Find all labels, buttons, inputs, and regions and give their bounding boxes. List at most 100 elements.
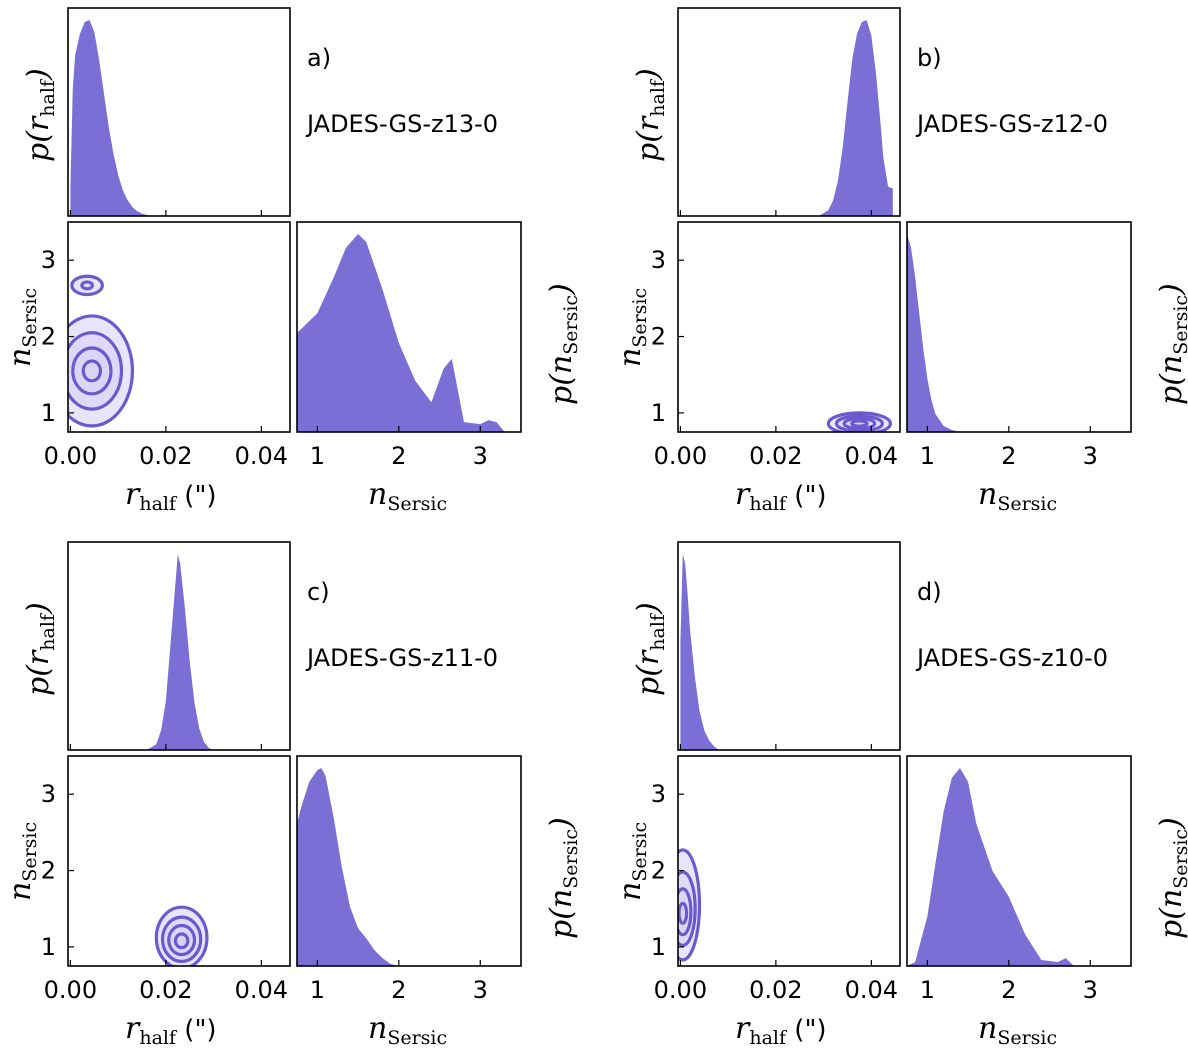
- x-tick-label-2: 0.04: [235, 976, 288, 1004]
- r-half-subscript: half: [139, 493, 178, 515]
- p-r-half-open: p(: [21, 130, 56, 162]
- r-half-histogram-frame: [67, 7, 291, 217]
- r-half-unit: ("): [786, 481, 827, 511]
- x-tick-label-2: 0.04: [235, 442, 288, 470]
- r-half-histogram-frame: [677, 7, 901, 217]
- object-name: JADES-GS-z10-0: [915, 644, 1108, 672]
- n-hist-tick-label-1: 2: [391, 442, 406, 470]
- n-hist-tick-label-1: 2: [1001, 976, 1016, 1004]
- r-half-subscript: half: [139, 1027, 178, 1049]
- p-n-sersic-open: p(: [1154, 907, 1188, 939]
- panel-label: a): [307, 44, 331, 72]
- n-sersic-hist-subscript: Sersic: [387, 1027, 447, 1049]
- p-r-half-close: ): [631, 602, 666, 615]
- contour-level-3: [850, 419, 869, 428]
- corner-panel-3: p(rhalf)d)JADES-GS-z10-00.00 0.02 0.04123r…: [613, 541, 1188, 1049]
- n-sersic-hist-symbol: n: [978, 1011, 997, 1046]
- p-r-half-open: p(: [631, 664, 666, 696]
- r-half-histogram: p(rhalf): [631, 541, 901, 751]
- n-sersic-hist-subscript: Sersic: [997, 493, 1057, 515]
- contour-level-3: [678, 901, 689, 925]
- contour-level-3: [173, 932, 190, 950]
- p-r-half-label: p(rhalf): [21, 602, 59, 696]
- contour-group: [154, 905, 209, 966]
- p-n-sersic-close: ): [544, 283, 579, 296]
- n-sersic-histogram-frame: [296, 221, 522, 433]
- n-sersic-density-fill: [297, 234, 505, 432]
- contour-level-3: [81, 359, 103, 383]
- p-n-sersic-open: p(: [544, 907, 579, 939]
- r-half-density-fill: [70, 20, 152, 216]
- n-sersic-density-fill: [907, 768, 1074, 966]
- n-hist-tick-label-0: 1: [310, 442, 325, 470]
- p-n-sersic-close: ): [544, 817, 579, 830]
- p-r-half-close: ): [21, 68, 56, 81]
- r-half-density-fill: [680, 554, 719, 750]
- r-half-n-sersic-contours: 0.00 0.02 0.04 1 2 3 rhalf (") nSersic: [3, 755, 291, 1049]
- p-n-sersic-close: ): [1154, 817, 1188, 830]
- object-name: JADES-GS-z13-0: [305, 110, 498, 138]
- p-n-sersic-symbol: n: [1154, 355, 1188, 374]
- contour-group: [678, 848, 702, 962]
- n-sersic-axis-label: nSersic: [613, 288, 651, 367]
- n-sersic-axis-label: nSersic: [613, 822, 651, 901]
- p-n-sersic-subscript: Sersic: [1170, 829, 1188, 889]
- n-sersic-symbol: n: [613, 882, 648, 901]
- r-half-density-fill: [146, 554, 214, 750]
- y-tick-label-2: 3: [41, 780, 56, 808]
- x-tick-label-2: 0.04: [845, 442, 898, 470]
- y-tick-label-0: 1: [41, 399, 56, 427]
- r-half-histogram-frame: [67, 541, 291, 751]
- n-hist-tick-label-2: 3: [1083, 976, 1098, 1004]
- p-n-sersic-subscript: Sersic: [560, 829, 582, 889]
- x-tick-label-0: 0.00: [654, 976, 707, 1004]
- n-sersic-hist-axis-label: nSersic: [368, 477, 447, 515]
- p-r-half-subscript: half: [37, 78, 59, 117]
- p-n-sersic-symbol: n: [1154, 889, 1188, 908]
- n-sersic-symbol: n: [3, 348, 38, 367]
- n-sersic-hist-symbol: n: [368, 1011, 387, 1046]
- n-sersic-subscript: Sersic: [629, 822, 651, 882]
- p-r-half-symbol: r: [21, 115, 56, 131]
- r-half-symbol: r: [125, 1011, 141, 1046]
- r-half-axis-label: rhalf ("): [125, 1011, 217, 1049]
- r-half-n-sersic-contours: 0.00 0.02 0.04 1 2 3 rhalf (") nSersic: [613, 221, 901, 515]
- r-half-histogram: p(rhalf): [21, 7, 291, 217]
- r-half-n-sersic-contours: 0.00 0.02 0.04 1 2 3 rhalf (") nSersic: [3, 221, 291, 515]
- n-sersic-histogram-frame: [906, 755, 1132, 967]
- n-hist-tick-label-2: 3: [473, 442, 488, 470]
- p-n-sersic-subscript: Sersic: [560, 295, 582, 355]
- contour-frame: [677, 755, 901, 967]
- p-n-sersic-label: p(nSersic): [1154, 817, 1188, 939]
- r-half-axis-label: rhalf ("): [735, 477, 827, 515]
- p-n-sersic-open: p(: [1154, 373, 1188, 405]
- r-half-symbol: r: [735, 1011, 751, 1046]
- n-sersic-hist-axis-label: nSersic: [978, 1011, 1057, 1049]
- r-half-axis-label: rhalf ("): [125, 477, 217, 515]
- x-tick-label-1: 0.02: [749, 442, 802, 470]
- p-n-sersic-close: ): [1154, 283, 1188, 296]
- n-sersic-hist-subscript: Sersic: [997, 1027, 1057, 1049]
- contour-frame: [67, 221, 291, 433]
- corner-panel-2: p(rhalf)c)JADES-GS-z11-00.00 0.02 0.04123r…: [3, 541, 582, 1049]
- x-tick-label-0: 0.00: [44, 976, 97, 1004]
- p-n-sersic-label: p(nSersic): [544, 283, 582, 405]
- p-r-half-symbol: r: [631, 115, 666, 131]
- p-r-half-close: ): [21, 602, 56, 615]
- object-name: JADES-GS-z11-0: [305, 644, 498, 672]
- y-tick-label-1: 2: [651, 323, 666, 351]
- r-half-density-fill: [818, 20, 893, 216]
- n-sersic-histogram-frame: [296, 755, 522, 967]
- n-sersic-subscript: Sersic: [19, 288, 41, 348]
- r-half-symbol: r: [125, 477, 141, 512]
- n-hist-tick-label-2: 3: [473, 976, 488, 1004]
- contour-group: [68, 274, 135, 428]
- y-tick-label-1: 2: [651, 857, 666, 885]
- panel-label: b): [917, 44, 942, 72]
- r-half-unit: ("): [786, 1015, 827, 1045]
- x-tick-label-1: 0.02: [139, 976, 192, 1004]
- p-r-half-subscript: half: [647, 78, 669, 117]
